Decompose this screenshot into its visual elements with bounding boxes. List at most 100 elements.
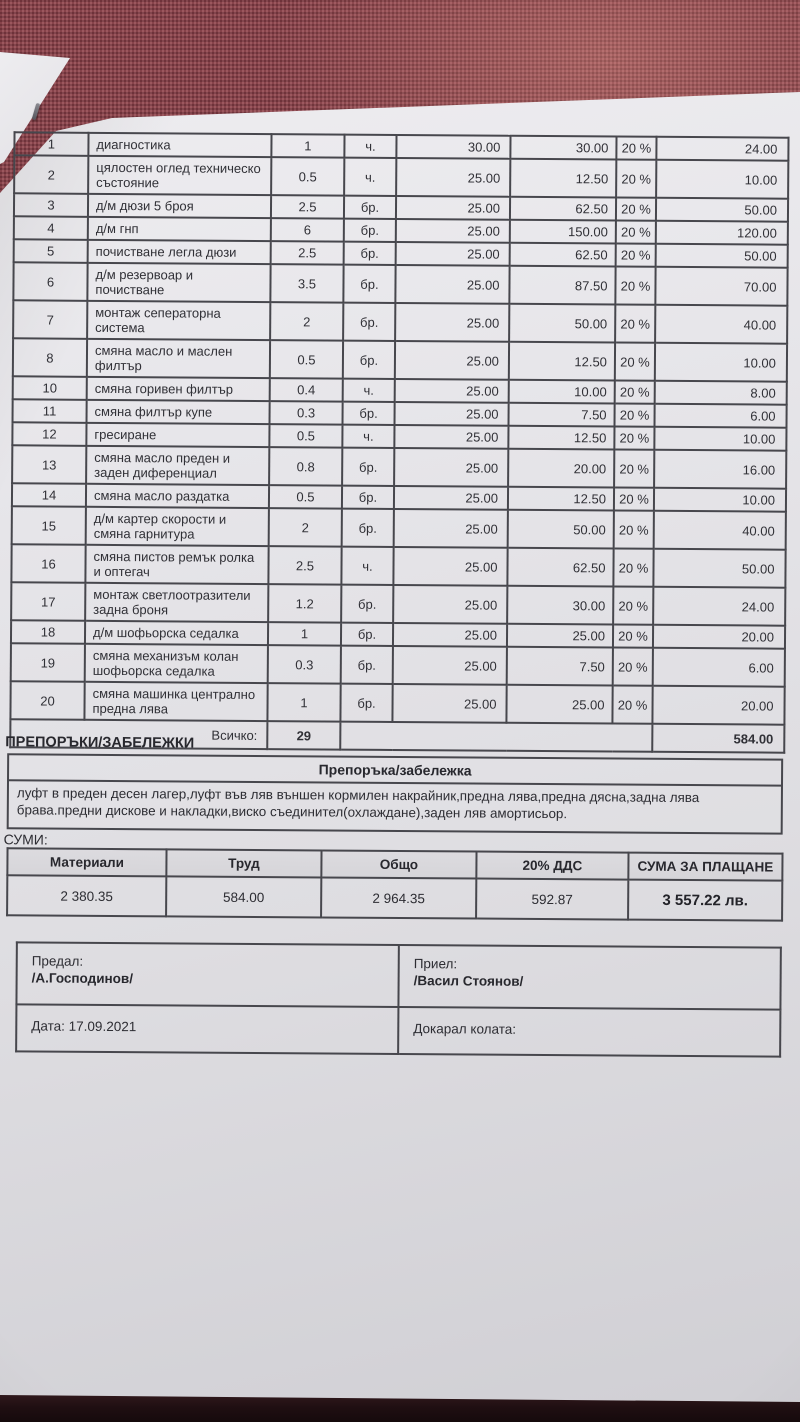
cell-no: 11 bbox=[12, 399, 87, 423]
cell-qty: 0.5 bbox=[271, 157, 345, 196]
sums-section-label: СУМИ: bbox=[3, 831, 48, 848]
sums-value-total: 2 964.35 bbox=[321, 877, 477, 919]
service-row: 2 цялостен оглед техническо състояние 0.5 ч… bbox=[14, 155, 789, 199]
cell-unit: ч. bbox=[344, 157, 397, 196]
notes-section-label: ПРЕПОРЪКИ/ЗАБЕЛЕЖКИ bbox=[5, 734, 195, 752]
cell-total: 30.00 bbox=[507, 585, 614, 625]
cell-total: 7.50 bbox=[508, 402, 615, 427]
cell-total: 62.50 bbox=[509, 196, 617, 221]
cell-qty: 0.5 bbox=[269, 340, 344, 379]
cell-no: 16 bbox=[11, 544, 86, 583]
cell-qty: 0.5 bbox=[269, 424, 343, 448]
cell-amount: 20.00 bbox=[652, 685, 785, 725]
cell-unit: бр. bbox=[340, 645, 393, 684]
cell-no: 15 bbox=[11, 506, 86, 545]
cell-qty: 1 bbox=[271, 134, 345, 158]
cell-no: 17 bbox=[11, 582, 86, 621]
cell-price: 25.00 bbox=[393, 584, 508, 624]
brought-car-cell: Докарал колата: bbox=[398, 1006, 781, 1057]
date-cell: Дата: 17.09.2021 bbox=[16, 1004, 399, 1054]
cell-total: 87.50 bbox=[509, 265, 616, 305]
cell-total: 50.00 bbox=[509, 303, 616, 343]
sums-value-labor: 584.00 bbox=[166, 876, 322, 918]
cell-vat: 20 % bbox=[612, 647, 653, 686]
cell-unit: бр. bbox=[343, 241, 396, 265]
cell-desc: д/м резервоар и почистване bbox=[87, 262, 271, 303]
cell-desc: монтаж сеператорна система bbox=[87, 300, 271, 341]
handed-by-cell: Предал: /А.Господинов/ bbox=[16, 942, 399, 1007]
cell-no: 14 bbox=[11, 483, 87, 507]
cell-desc: смяна филтър купе bbox=[86, 399, 270, 425]
cell-desc: цялостен оглед техническо състояние bbox=[88, 155, 272, 196]
service-row: 13 смяна масло преден и заден диференциал… bbox=[12, 445, 787, 489]
cell-no: 5 bbox=[13, 239, 88, 263]
received-by-cell: Приел: /Васил Стоянов/ bbox=[398, 944, 781, 1010]
cell-no: 12 bbox=[12, 422, 87, 446]
cell-qty: 3.5 bbox=[270, 264, 344, 303]
sums-table: Материали Труд Общо 20% ДДС СУМА ЗА ПЛАЩ… bbox=[6, 847, 783, 921]
cell-price: 30.00 bbox=[396, 134, 511, 159]
cell-desc: смяна горивен филтър bbox=[86, 376, 270, 402]
cell-qty: 0.8 bbox=[269, 447, 343, 486]
cell-amount: 10.00 bbox=[656, 159, 789, 199]
cell-price: 25.00 bbox=[395, 264, 510, 304]
cell-price: 25.00 bbox=[394, 424, 509, 449]
cell-amount: 120.00 bbox=[655, 220, 788, 245]
handed-by-label: Предал: bbox=[31, 953, 84, 969]
cell-desc: смяна масло преден и заден диференциал bbox=[86, 445, 270, 486]
cell-desc: смяна масло и маслен филтър bbox=[86, 338, 271, 379]
cell-qty: 2.5 bbox=[268, 546, 342, 585]
cell-vat: 20 % bbox=[612, 685, 653, 724]
cell-qty: 2 bbox=[270, 302, 344, 341]
cell-total: 150.00 bbox=[509, 219, 616, 244]
cell-unit: бр. bbox=[341, 508, 394, 547]
sums-value-materials: 2 380.35 bbox=[7, 875, 167, 917]
cell-vat: 20 % bbox=[615, 243, 656, 267]
cell-unit: бр. bbox=[341, 584, 394, 623]
cell-total: 30.00 bbox=[510, 135, 617, 160]
cell-vat: 20 % bbox=[616, 136, 657, 160]
cell-vat: 20 % bbox=[613, 586, 654, 625]
cell-amount: 8.00 bbox=[654, 380, 787, 405]
cell-no: 6 bbox=[13, 262, 88, 301]
cell-no: 1 bbox=[14, 132, 89, 156]
cell-unit: ч. bbox=[341, 546, 394, 585]
cell-desc: почистване легла дюзи bbox=[87, 239, 271, 265]
cell-amount: 40.00 bbox=[655, 304, 788, 344]
cell-vat: 20 % bbox=[616, 159, 657, 198]
cell-amount: 6.00 bbox=[654, 403, 787, 428]
cell-unit: бр. bbox=[342, 340, 396, 379]
cell-price: 25.00 bbox=[393, 485, 509, 510]
service-row: 19 смяна механизъм колан шофьорска седалк… bbox=[10, 643, 785, 687]
cell-desc: смяна механизъм колан шофьорска седалка bbox=[84, 643, 268, 684]
cell-no: 13 bbox=[12, 445, 87, 484]
cell-desc: д/м картер скорости и смяна гарнитура bbox=[85, 506, 269, 547]
cell-desc: диагностика bbox=[88, 132, 272, 158]
cell-vat: 20 % bbox=[614, 449, 655, 488]
cell-price: 25.00 bbox=[395, 241, 510, 266]
cell-desc: монтаж светлоотразители задна броня bbox=[85, 582, 269, 623]
cell-amount: 10.00 bbox=[653, 487, 787, 512]
cell-desc: смяна пистов ремък ролка и оптегач bbox=[85, 544, 269, 585]
cell-qty: 1 bbox=[267, 683, 341, 722]
cell-amount: 24.00 bbox=[656, 136, 789, 161]
cell-price: 25.00 bbox=[394, 340, 510, 380]
cell-qty: 0.5 bbox=[268, 485, 343, 509]
cell-total: 25.00 bbox=[506, 623, 614, 648]
cell-qty: 2.5 bbox=[270, 241, 344, 265]
cell-vat: 20 % bbox=[613, 487, 655, 511]
service-row: 8 смяна масло и маслен филтър 0.5 бр. 25.00 1… bbox=[12, 338, 788, 382]
cell-qty: 2.5 bbox=[270, 195, 345, 219]
cell-desc: смяна машинка централно предна лява bbox=[84, 681, 268, 722]
cell-vat: 20 % bbox=[612, 624, 654, 648]
cell-amount: 20.00 bbox=[652, 624, 786, 649]
cell-desc: д/м гнп bbox=[87, 216, 271, 242]
cell-amount: 6.00 bbox=[652, 647, 785, 687]
cell-vat: 20 % bbox=[614, 342, 656, 381]
cell-amount: 16.00 bbox=[654, 449, 787, 489]
cell-amount: 40.00 bbox=[653, 510, 786, 550]
cell-desc: гресиране bbox=[86, 422, 270, 448]
cell-price: 25.00 bbox=[394, 401, 509, 426]
cell-total: 10.00 bbox=[508, 379, 615, 404]
